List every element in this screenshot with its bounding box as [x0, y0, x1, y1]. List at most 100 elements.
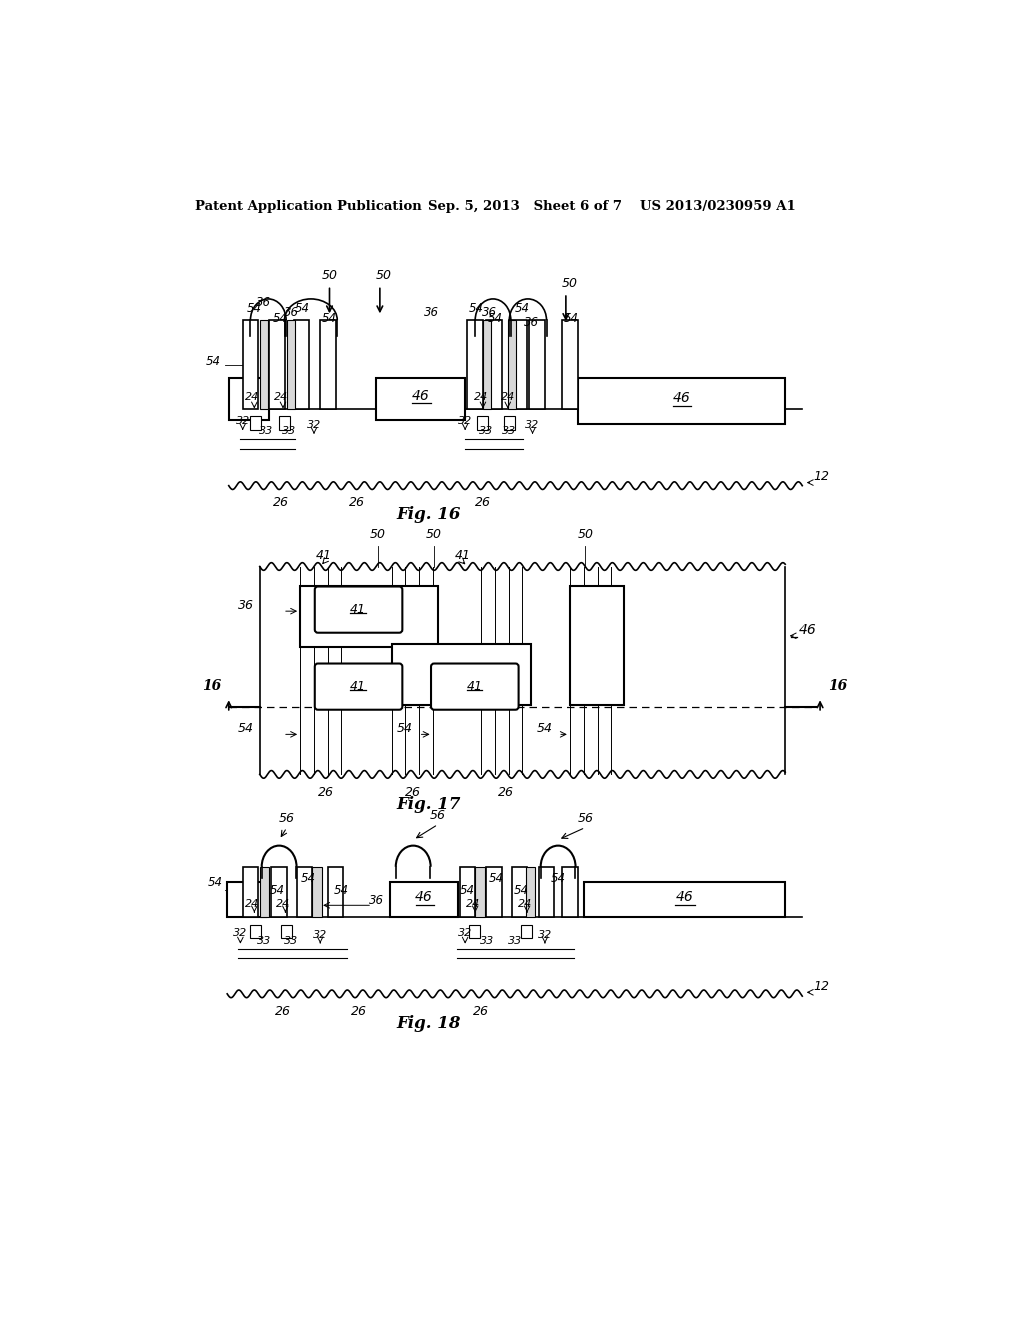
Text: 32: 32 [458, 416, 472, 426]
Text: Fig. 18: Fig. 18 [396, 1015, 461, 1032]
Bar [243, 867, 258, 917]
Text: 32: 32 [538, 931, 552, 940]
Bar [297, 867, 312, 917]
Bar [287, 321, 295, 409]
Text: 54: 54 [270, 884, 285, 896]
Text: 33: 33 [502, 426, 516, 436]
Text: 54: 54 [487, 313, 503, 326]
Text: 54: 54 [515, 302, 530, 315]
Text: 54: 54 [206, 355, 221, 368]
Text: 54: 54 [397, 722, 414, 735]
Text: 26: 26 [317, 785, 334, 799]
Text: 26: 26 [499, 785, 514, 799]
Text: 26: 26 [473, 1005, 488, 1018]
Text: 54: 54 [238, 722, 254, 735]
Text: 56: 56 [578, 812, 593, 825]
Text: 54: 54 [514, 884, 529, 896]
Text: 41: 41 [350, 680, 367, 693]
Text: 50: 50 [426, 528, 442, 541]
Text: 46: 46 [676, 891, 693, 904]
Bar [260, 321, 267, 409]
Bar [475, 867, 484, 917]
Bar [469, 924, 480, 939]
FancyBboxPatch shape [314, 586, 402, 632]
Text: 54: 54 [488, 873, 504, 886]
Text: 33: 33 [508, 936, 522, 946]
Bar [250, 924, 260, 939]
Bar [294, 321, 309, 409]
Text: 36: 36 [481, 306, 497, 319]
Bar [376, 378, 465, 420]
Bar [300, 586, 438, 647]
Text: 24: 24 [275, 899, 290, 909]
Bar [483, 321, 490, 409]
Bar [539, 867, 554, 917]
Text: 33: 33 [259, 426, 273, 436]
Text: Patent Application Publication: Patent Application Publication [196, 199, 422, 213]
Bar [391, 644, 531, 705]
Text: 50: 50 [578, 528, 593, 541]
Text: 54: 54 [334, 884, 348, 896]
Text: 41: 41 [315, 549, 332, 562]
Bar [512, 867, 527, 917]
Text: 54: 54 [247, 302, 262, 315]
Text: US 2013/0230959 A1: US 2013/0230959 A1 [640, 199, 796, 213]
Text: 33: 33 [282, 426, 296, 436]
Bar [569, 586, 624, 705]
Text: 54: 54 [300, 873, 315, 886]
Text: 50: 50 [370, 528, 386, 541]
Text: 32: 32 [525, 420, 540, 430]
Text: 24: 24 [245, 392, 259, 403]
Text: 46: 46 [799, 623, 816, 638]
Text: 32: 32 [233, 928, 248, 939]
Text: 54: 54 [468, 302, 483, 315]
Text: 26: 26 [273, 496, 290, 510]
Text: 12: 12 [814, 979, 829, 993]
Text: Sep. 5, 2013   Sheet 6 of 7: Sep. 5, 2013 Sheet 6 of 7 [428, 199, 622, 213]
Bar [486, 321, 502, 409]
Bar [390, 882, 458, 917]
Bar [260, 867, 269, 917]
Text: 46: 46 [673, 392, 690, 405]
Bar [508, 321, 515, 409]
Text: 32: 32 [236, 416, 250, 426]
Text: 54: 54 [272, 313, 288, 326]
Text: 50: 50 [562, 277, 578, 290]
Bar [562, 867, 578, 917]
Bar [525, 867, 535, 917]
Bar [477, 416, 487, 430]
Bar [243, 321, 258, 409]
Bar [271, 867, 287, 917]
Bar [228, 378, 269, 420]
Text: 24: 24 [518, 899, 531, 909]
Text: 56: 56 [279, 812, 295, 825]
Bar [584, 882, 785, 917]
Text: 24: 24 [501, 392, 515, 403]
Text: 26: 26 [475, 496, 490, 510]
Text: 16: 16 [202, 678, 221, 693]
Text: 54: 54 [322, 313, 337, 326]
Text: 26: 26 [351, 1005, 367, 1018]
Bar [460, 867, 475, 917]
Text: 46: 46 [412, 389, 430, 403]
Text: 36: 36 [256, 296, 271, 309]
Text: 26: 26 [406, 785, 421, 799]
Text: 56: 56 [430, 809, 446, 822]
Bar [281, 924, 292, 939]
Text: 54: 54 [551, 873, 565, 886]
Bar [312, 867, 322, 917]
Bar [512, 321, 527, 409]
Text: 12: 12 [814, 470, 829, 483]
Text: 54: 54 [208, 876, 222, 890]
Text: 26: 26 [348, 496, 365, 510]
Text: 54: 54 [460, 884, 475, 896]
Text: 36: 36 [369, 894, 384, 907]
Text: 36: 36 [523, 317, 539, 329]
Text: 54: 54 [295, 302, 310, 315]
Bar [529, 321, 545, 409]
Text: 26: 26 [275, 1005, 291, 1018]
Text: 41: 41 [466, 680, 482, 693]
Text: 24: 24 [473, 392, 487, 403]
FancyBboxPatch shape [431, 664, 518, 710]
Bar [521, 924, 531, 939]
